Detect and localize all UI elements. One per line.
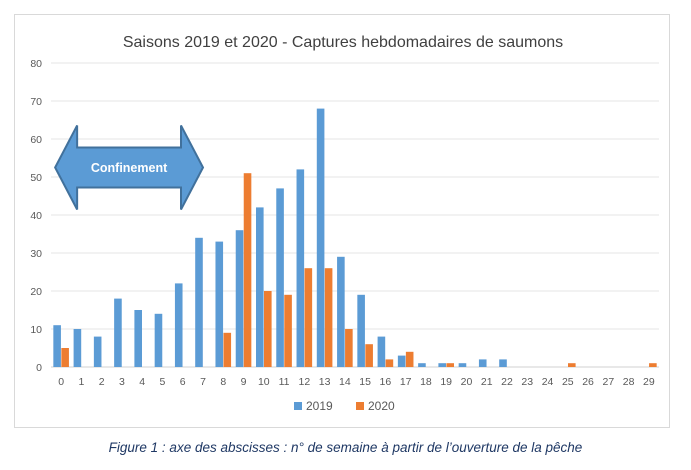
x-tick-label: 11 — [279, 376, 290, 388]
chart-title: Saisons 2019 et 2020 - Captures hebdomad… — [123, 34, 563, 51]
x-tick-label: 12 — [298, 376, 310, 388]
x-tick-label: 8 — [220, 376, 226, 388]
x-tick-label: 17 — [400, 376, 412, 388]
x-tick-label: 5 — [160, 376, 166, 388]
bar-2019-week-8 — [215, 241, 224, 367]
y-tick-label: 30 — [30, 248, 42, 260]
bar-2019-week-7 — [195, 237, 203, 367]
y-tick-label: 40 — [30, 210, 42, 222]
bar-2019-week-16 — [377, 336, 386, 367]
y-tick-label: 80 — [30, 58, 42, 70]
bar-2019-week-15 — [357, 294, 365, 367]
x-tick-label: 22 — [501, 376, 513, 388]
bar-2019-week-3 — [114, 298, 122, 367]
bar-2019-week-1 — [73, 329, 82, 367]
x-tick-label: 29 — [643, 376, 655, 388]
bar-2020-week-15 — [365, 344, 373, 367]
x-tick-label: 18 — [420, 376, 432, 388]
x-tick-label: 23 — [521, 376, 533, 388]
bar-2019-week-0 — [53, 325, 61, 367]
chart-frame: Saisons 2019 et 2020 - Captures hebdomad… — [14, 14, 670, 428]
legend-swatch-2019 — [294, 402, 302, 410]
x-tick-label: 28 — [623, 376, 635, 388]
bar-2019-week-17 — [397, 355, 406, 367]
x-tick-label: 16 — [380, 376, 392, 388]
bars — [53, 108, 657, 367]
x-tick-label: 6 — [180, 376, 186, 388]
x-tick-label: 2 — [99, 376, 105, 388]
x-tick-label: 9 — [241, 376, 247, 388]
bar-2020-week-13 — [324, 268, 333, 367]
x-tick-label: 19 — [440, 376, 452, 388]
bar-2020-week-29 — [649, 363, 657, 367]
x-axis-ticks: 0 1 2 3 4 5 6 7 8 9 10 11 12 13 14 15 16 17 18 19 20 21 22 23 24… — [58, 376, 655, 388]
bar-2019-week-21 — [478, 359, 487, 367]
x-tick-label: 15 — [359, 376, 371, 388]
bar-2019-week-9 — [235, 230, 244, 367]
bar-2019-week-4 — [134, 310, 142, 367]
x-tick-label: 24 — [542, 376, 554, 388]
y-tick-label: 10 — [30, 324, 42, 336]
bar-chart: Saisons 2019 et 2020 - Captures hebdomad… — [30, 34, 659, 413]
bar-2019-week-18 — [418, 363, 426, 367]
bar-2020-week-8 — [223, 332, 232, 367]
x-tick-label: 4 — [139, 376, 145, 388]
bar-2019-week-6 — [174, 283, 183, 367]
x-tick-label: 27 — [602, 376, 614, 388]
bar-2019-week-14 — [337, 256, 345, 367]
bar-2020-week-10 — [264, 291, 272, 367]
bar-2019-week-22 — [499, 359, 507, 367]
x-tick-label: 13 — [319, 376, 331, 388]
x-tick-label: 25 — [562, 376, 574, 388]
x-tick-label: 20 — [461, 376, 473, 388]
confinement-arrow-shape — [54, 125, 205, 210]
bar-2019-week-13 — [316, 108, 325, 367]
bar-2020-week-0 — [61, 348, 69, 367]
bar-2020-week-9 — [243, 173, 252, 367]
legend-label-2019: 2019 — [306, 399, 333, 413]
x-tick-label: 1 — [78, 376, 84, 388]
legend-label-2020: 2020 — [368, 399, 395, 413]
bar-2020-week-25 — [568, 363, 576, 367]
bar-2019-week-2 — [93, 336, 102, 367]
y-tick-label: 70 — [30, 96, 42, 108]
bar-2020-week-16 — [385, 359, 394, 367]
figure-caption: Figure 1 : axe des abscisses : n° de sem… — [108, 440, 583, 455]
x-tick-label: 14 — [339, 376, 351, 388]
x-tick-label: 26 — [582, 376, 594, 388]
confinement-label: Confinement — [91, 161, 168, 175]
legend: 2019 2020 — [294, 399, 395, 413]
x-tick-label: 7 — [200, 376, 206, 388]
bar-2019-week-10 — [256, 207, 264, 367]
confinement-annotation: Confinement — [54, 125, 205, 210]
bar-2019-week-11 — [276, 188, 284, 367]
bar-2020-week-14 — [345, 329, 353, 367]
y-tick-label: 20 — [30, 286, 42, 298]
y-tick-label: 50 — [30, 172, 42, 184]
y-axis-ticks: 0 10 20 30 40 50 60 70 80 — [30, 58, 42, 374]
bar-2019-week-12 — [296, 169, 305, 367]
bar-2020-week-17 — [405, 351, 414, 367]
x-tick-label: 3 — [119, 376, 125, 388]
x-tick-label: 10 — [258, 376, 270, 388]
bar-2019-week-19 — [438, 363, 446, 367]
y-tick-label: 0 — [36, 362, 42, 374]
x-tick-label: 21 — [481, 376, 493, 388]
y-tick-label: 60 — [30, 134, 42, 146]
gridlines — [51, 62, 659, 368]
x-tick-label: 0 — [58, 376, 64, 388]
bar-2019-week-20 — [458, 363, 467, 367]
bar-2020-week-19 — [446, 363, 454, 367]
bar-2019-week-5 — [154, 313, 163, 367]
legend-swatch-2020 — [356, 402, 364, 410]
bar-2020-week-12 — [304, 268, 313, 367]
bar-2020-week-11 — [284, 294, 292, 367]
